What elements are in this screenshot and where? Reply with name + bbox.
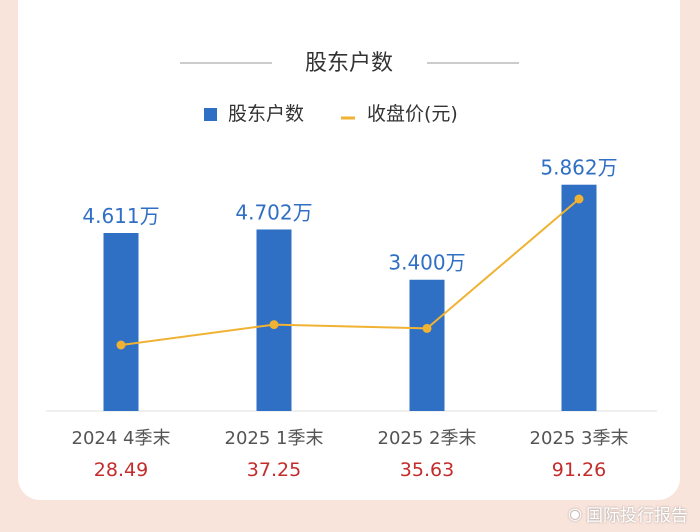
bar-0 <box>103 233 139 411</box>
bar-value-label-2: 3.400万 <box>388 251 465 275</box>
bar-2 <box>409 279 445 411</box>
watermark: ◉ 国际投行报告 <box>568 501 688 526</box>
price-line-layer <box>116 194 584 350</box>
price-line <box>120 198 580 346</box>
price-value-label-2: 35.63 <box>400 459 454 481</box>
bar-value-label-0: 4.611万 <box>82 204 159 228</box>
x-tick-label-0: 2024 4季末 <box>72 428 171 449</box>
bars-layer <box>103 184 597 411</box>
price-value-label-1: 37.25 <box>247 459 301 481</box>
weibo-icon: ◉ <box>568 504 582 523</box>
watermark-text: 国际投行报告 <box>586 506 688 526</box>
labels-layer: 4.611万 2024 4季末 28.49 4.702万 2025 1季末 37.25 3.… <box>72 156 629 481</box>
x-tick-label-3: 2025 3季末 <box>530 428 629 449</box>
price-point-2 <box>422 323 432 333</box>
legend-line-label: 收盘价(元) <box>367 103 458 125</box>
price-point-1 <box>269 320 279 330</box>
bar-3 <box>561 184 597 411</box>
legend: 股东户数 收盘价(元) <box>204 103 458 125</box>
bar-value-label-3: 5.862万 <box>540 156 617 180</box>
legend-bar-label: 股东户数 <box>228 103 304 125</box>
price-value-label-3: 91.26 <box>552 459 606 481</box>
price-point-0 <box>116 340 126 350</box>
x-tick-label-2: 2025 2季末 <box>378 428 477 449</box>
price-value-label-0: 28.49 <box>94 459 148 481</box>
x-tick-label-1: 2025 1季末 <box>225 428 324 449</box>
price-point-3 <box>574 194 584 204</box>
legend-bar-swatch <box>204 108 217 121</box>
chart-title: 股东户数 <box>305 51 393 76</box>
bar-value-label-1: 4.702万 <box>235 200 312 224</box>
